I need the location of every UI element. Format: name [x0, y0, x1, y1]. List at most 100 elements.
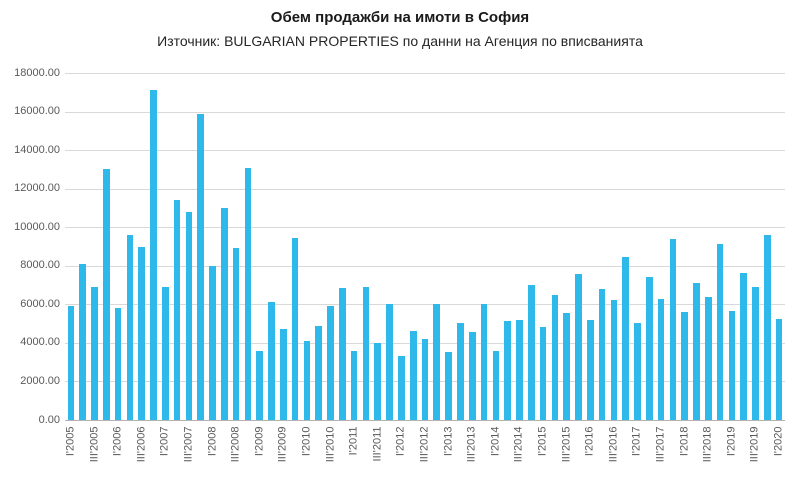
y-tick-label: 18000.00 [14, 66, 60, 79]
bar-I'2010 [303, 340, 311, 420]
bar-I'2011 [350, 350, 358, 420]
x-tick-label: III'2006 [135, 426, 148, 463]
x-tick-label: III'2010 [324, 426, 337, 463]
bar-I'2020 [775, 318, 783, 420]
x-tick-label: III'2019 [748, 426, 761, 463]
bar-I'2018 [681, 312, 688, 420]
x-tick-label: III'2018 [701, 426, 714, 463]
bar-I'2007 [162, 286, 169, 420]
bar-II'2018 [693, 283, 700, 420]
x-tick-label: III'2013 [465, 426, 478, 463]
gridline [65, 73, 785, 74]
bar-II'2011 [362, 286, 370, 420]
bar-I'2019 [728, 311, 736, 420]
bar-IV'2005 [103, 169, 110, 420]
x-tick-label: III'2016 [607, 426, 620, 463]
bar-II'2019 [740, 272, 747, 420]
x-tick-label: I'2013 [442, 426, 455, 457]
bar-II'2009 [268, 302, 275, 420]
bar-III'2017 [657, 298, 665, 420]
y-tick-label: 14000.00 [14, 143, 60, 156]
x-tick-label: III'2009 [276, 426, 289, 463]
bar-III'2008 [232, 248, 240, 420]
x-tick-label: I'2016 [583, 426, 596, 457]
x-tick-label: I'2006 [111, 426, 124, 457]
bar-IV'2017 [669, 238, 677, 420]
x-tick-label: III'2017 [654, 426, 667, 463]
bar-IV'2019 [763, 234, 771, 420]
x-tick-label: III'2007 [182, 426, 195, 463]
bar-IV'2014 [527, 285, 535, 420]
bar-IV'2006 [150, 90, 157, 420]
x-tick-label: I'2020 [772, 426, 785, 457]
x-tick-label: I'2015 [536, 426, 549, 457]
x-tick-label: III'2005 [88, 426, 100, 463]
bar-II'2007 [173, 200, 181, 420]
bar-II'2014 [504, 320, 511, 420]
bar-III'2015 [563, 313, 570, 420]
x-tick-label: I'2011 [347, 426, 360, 456]
x-tick-label: I'2007 [158, 426, 171, 457]
bar-I'2017 [634, 322, 641, 420]
x-tick-label: I'2012 [394, 426, 407, 457]
gridline [65, 265, 785, 267]
bar-IV'2007 [197, 114, 205, 420]
bar-II'2015 [551, 294, 559, 420]
y-tick-label: 4000.00 [20, 336, 60, 349]
bar-III'2019 [752, 286, 759, 420]
x-tick-label: III'2015 [560, 426, 573, 463]
bar-II'2010 [315, 325, 323, 420]
y-tick-label: 8000.00 [20, 259, 60, 272]
y-tick-label: 2000.00 [20, 374, 60, 387]
bar-I'2014 [492, 350, 500, 420]
x-tick-label: I'2019 [725, 426, 738, 457]
bar-IV'2009 [291, 237, 299, 420]
bar-IV'2012 [433, 304, 441, 420]
bar-II'2012 [409, 331, 417, 420]
bar-III'2007 [185, 211, 193, 420]
gridline [65, 111, 785, 113]
gridline [65, 188, 785, 190]
bar-I'2009 [256, 350, 264, 420]
bar-I'2006 [114, 308, 122, 420]
bar-IV'2010 [339, 287, 346, 420]
bar-II'2008 [221, 207, 228, 420]
bar-I'2012 [398, 356, 405, 420]
x-tick-label: I'2010 [300, 426, 313, 457]
bar-III'2016 [610, 300, 618, 420]
x-tick-label: I'2017 [630, 426, 643, 457]
bar-IV'2008 [244, 168, 252, 420]
bar-II'2017 [645, 277, 653, 420]
bar-II'2006 [126, 234, 134, 420]
x-tick-label: I'2005 [64, 426, 77, 457]
gridline [65, 304, 785, 306]
bar-IV'2015 [575, 274, 582, 420]
bar-II'2005 [79, 263, 86, 420]
bar-III'2010 [327, 306, 334, 420]
x-tick-label: I'2008 [206, 426, 219, 457]
gridline [65, 227, 785, 229]
bar-III'2012 [421, 339, 429, 420]
bar-IV'2011 [386, 304, 393, 420]
bar-I'2013 [445, 351, 452, 420]
bar-III'2011 [374, 342, 382, 420]
bar-II'2013 [457, 322, 464, 420]
gridline [65, 150, 785, 152]
x-tick-label: I'2018 [678, 426, 691, 457]
bar-III'2006 [138, 246, 146, 420]
x-tick-label: III'2012 [418, 426, 431, 463]
x-tick-label: I'2009 [253, 426, 266, 457]
y-tick-label: 16000.00 [14, 105, 60, 118]
chart-title: Обем продажби на имоти в София [270, 9, 530, 26]
bar-IV'2016 [622, 257, 629, 420]
y-tick-label: 10000.00 [14, 220, 60, 233]
bar-I'2016 [586, 319, 594, 420]
bar-II'2016 [598, 288, 606, 420]
chart-subtitle: Източник: BULGARIAN PROPERTIES по данни … [157, 33, 643, 49]
bar-I'2008 [209, 265, 216, 420]
bar-III'2013 [468, 332, 476, 420]
bar-III'2005 [91, 286, 98, 420]
x-tick-label: III'2011 [371, 426, 384, 462]
x-axis-line [65, 420, 785, 421]
